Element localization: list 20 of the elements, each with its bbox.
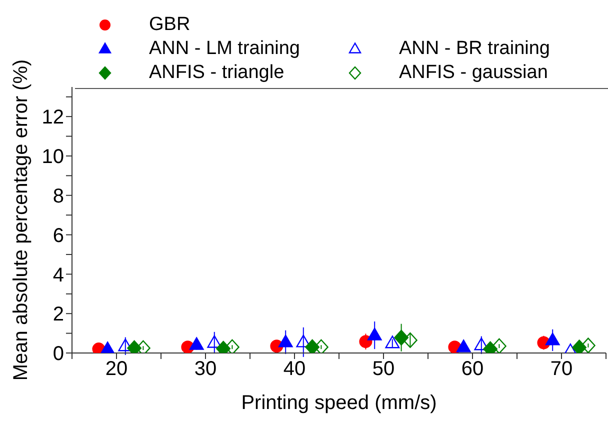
x-tick-label: 60 bbox=[461, 358, 484, 380]
x-axis-title: Printing speed (mm/s) bbox=[241, 392, 437, 414]
y-tick-label: 8 bbox=[52, 185, 64, 208]
x-tick-label: 20 bbox=[105, 358, 128, 380]
y-tick-label: 2 bbox=[52, 304, 64, 326]
legend-label: ANN - LM training bbox=[149, 38, 300, 60]
x-tick-label: 50 bbox=[372, 358, 395, 380]
x-tick-label: 70 bbox=[550, 358, 573, 380]
y-tick-label: 0 bbox=[52, 343, 64, 366]
x-tick-label: 40 bbox=[283, 358, 306, 380]
x-tick-label: 30 bbox=[194, 358, 217, 380]
y-tick-label: 6 bbox=[52, 224, 64, 247]
legend-label: ANFIS - triangle bbox=[149, 62, 284, 84]
y-axis-title: Mean absolute percentage error (%) bbox=[10, 59, 32, 381]
y-tick-label: 10 bbox=[42, 146, 64, 168]
legend-label: ANFIS - gaussian bbox=[399, 62, 548, 84]
legend-label: GBR bbox=[149, 14, 190, 36]
legend-label: ANN - BR training bbox=[399, 38, 550, 60]
y-tick-label: 12 bbox=[42, 106, 64, 129]
y-tick-label: 4 bbox=[52, 264, 64, 286]
